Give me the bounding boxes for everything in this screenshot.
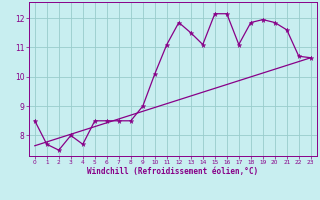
X-axis label: Windchill (Refroidissement éolien,°C): Windchill (Refroidissement éolien,°C) [87,167,258,176]
